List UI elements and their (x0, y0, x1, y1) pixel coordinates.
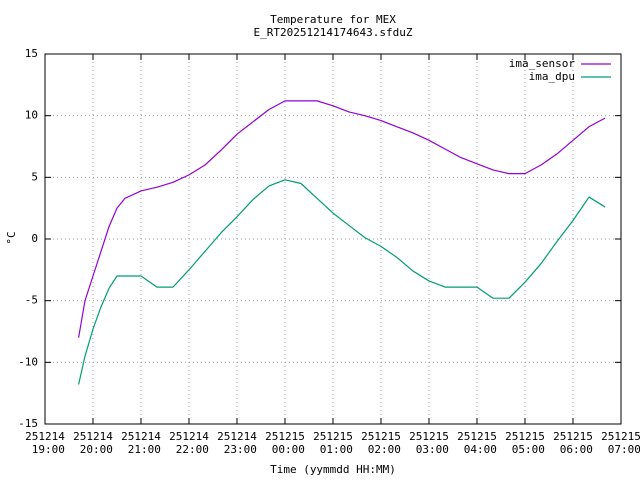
y-axis-label: °C (5, 231, 18, 244)
x-tick-label: 251215 07:00 (601, 430, 640, 456)
x-tick-label: 251214 20:00 (73, 430, 113, 456)
legend-label: ima_dpu (529, 70, 575, 83)
x-tick-label: 251215 00:00 (265, 430, 305, 456)
x-tick-label: 251215 01:00 (313, 430, 353, 456)
x-tick-label: 251215 04:00 (457, 430, 497, 456)
y-tick-label: 10 (25, 109, 38, 122)
y-tick-label: -15 (18, 417, 38, 430)
x-tick-label: 251214 21:00 (121, 430, 161, 456)
plot-border (44, 53, 622, 425)
y-tick-label: 0 (31, 232, 38, 245)
x-axis-label: Time (yymmdd HH:MM) (270, 463, 396, 476)
x-tick-label: 251214 22:00 (169, 430, 209, 456)
legend-label: ima_sensor (509, 57, 576, 70)
chart-title: Temperature for MEX (270, 13, 396, 26)
x-tick-label: 251215 03:00 (409, 430, 449, 456)
y-tick-label: -10 (18, 355, 38, 368)
x-tick-label: 251215 02:00 (361, 430, 401, 456)
y-tick-label: 5 (31, 170, 38, 183)
y-tick-label: -5 (25, 294, 38, 307)
data-line (78, 179, 606, 385)
y-tick-label: 15 (25, 47, 38, 60)
x-tick-label: 251214 23:00 (217, 430, 257, 456)
x-tick-label: 251214 19:00 (25, 430, 65, 456)
x-tick-label: 251215 05:00 (505, 430, 545, 456)
x-tick-label: 251215 06:00 (553, 430, 593, 456)
chart-subtitle: E_RT20251214174643.sfduZ (254, 26, 413, 39)
data-line (78, 100, 606, 338)
